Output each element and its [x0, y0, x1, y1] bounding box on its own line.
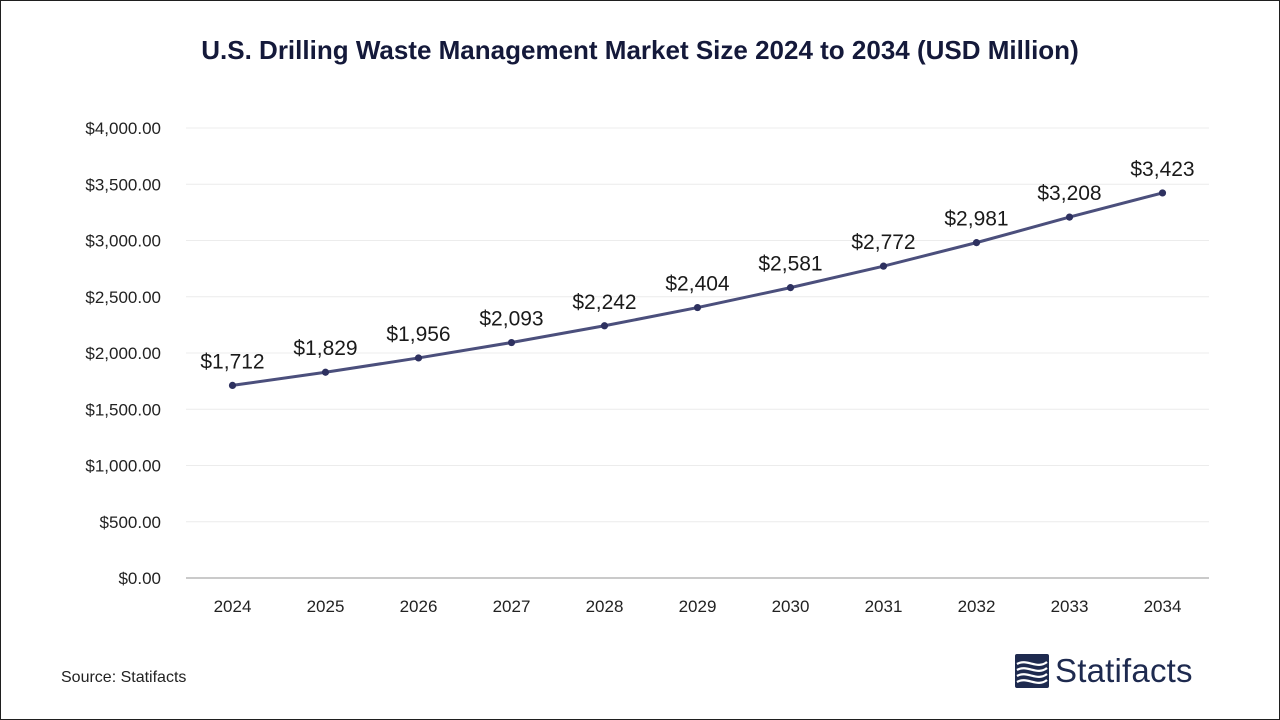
data-label: $2,981: [944, 208, 1008, 231]
series-layer: [228, 189, 1167, 389]
data-point: [228, 381, 237, 389]
y-tick-label: $3,500.00: [85, 175, 161, 194]
data-label: $2,581: [758, 253, 822, 276]
data-label: $1,829: [293, 337, 357, 360]
x-tick-label: 2029: [679, 597, 717, 616]
brand-logo: Statifacts: [1015, 652, 1193, 689]
data-point: [414, 354, 423, 362]
x-tick-label: 2026: [400, 597, 438, 616]
data-point: [972, 239, 981, 247]
data-label: $2,772: [851, 231, 915, 254]
chart-title: U.S. Drilling Waste Management Market Si…: [201, 35, 1079, 65]
data-labels: $1,712 $1,829 $1,956 $2,093 $2,242 $2,404 $2,5…: [200, 158, 1194, 373]
data-label: $1,712: [200, 350, 264, 373]
data-point: [693, 303, 702, 312]
source-note: Source: Statifacts: [61, 669, 187, 686]
y-tick-label: $1,500.00: [85, 400, 161, 419]
data-label: $2,093: [479, 308, 543, 331]
data-label: $3,423: [1130, 158, 1194, 181]
data-point: [600, 322, 609, 330]
gridlines: [186, 127, 1209, 523]
data-label: $2,242: [572, 291, 636, 314]
brand-name: Statifacts: [1055, 652, 1193, 689]
data-point: [1158, 189, 1167, 197]
y-tick-label: $2,500.00: [85, 288, 161, 307]
y-tick-label: $3,000.00: [85, 232, 161, 251]
y-tick-label: $4,000.00: [85, 119, 161, 138]
data-label: $1,956: [386, 323, 450, 346]
axes: $0.00 $500.00 $1,000.00 $1,500.00 $2,000.00 $…: [85, 119, 1209, 616]
y-tick-label: $1,000.00: [85, 457, 161, 476]
x-tick-label: 2033: [1051, 597, 1089, 616]
data-point: [321, 368, 330, 376]
data-label: $2,404: [665, 273, 730, 296]
data-point: [1065, 213, 1074, 221]
x-tick-label: 2025: [307, 597, 345, 616]
y-tick-label: $2,000.00: [85, 344, 161, 363]
x-tick-label: 2027: [493, 597, 531, 616]
statifacts-logo-icon: [1015, 654, 1049, 688]
x-tick-label: 2024: [214, 597, 252, 616]
x-tick-label: 2032: [958, 597, 996, 616]
x-tick-label: 2031: [865, 597, 903, 616]
data-point: [507, 338, 516, 347]
y-tick-label: $0.00: [118, 569, 161, 588]
data-point: [786, 284, 795, 292]
data-point: [879, 262, 888, 270]
data-label: $3,208: [1037, 182, 1101, 205]
x-tick-label: 2034: [1144, 597, 1182, 616]
y-tick-label: $500.00: [100, 513, 161, 532]
x-tick-label: 2030: [772, 597, 810, 616]
x-tick-label: 2028: [586, 597, 624, 616]
